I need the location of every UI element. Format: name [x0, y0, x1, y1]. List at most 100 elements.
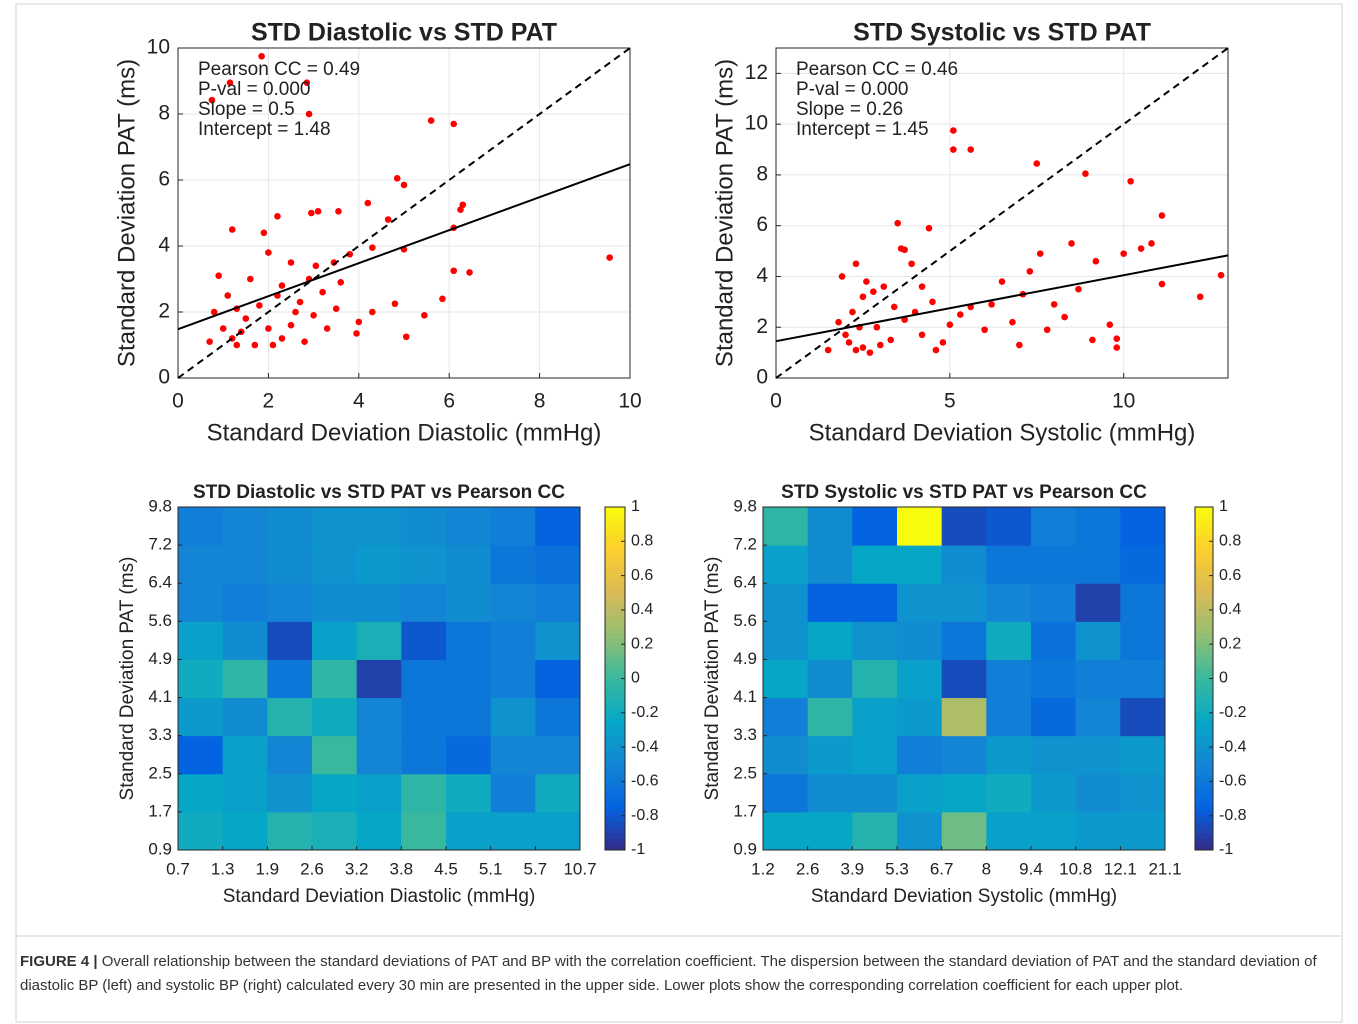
y-tick-label: 8 — [158, 102, 170, 125]
colorbar-band — [1195, 729, 1213, 737]
colorbar-band — [1195, 792, 1213, 800]
colorbar-band — [605, 764, 625, 771]
colorbar-tick-label: 0 — [631, 670, 640, 687]
heatmap-cell — [763, 659, 809, 699]
heatmap-cell — [941, 621, 987, 660]
data-point — [269, 341, 277, 349]
chart-title: STD Systolic vs STD PAT — [853, 19, 1151, 47]
heatmap-cell — [1031, 773, 1077, 813]
data-point — [859, 293, 867, 301]
data-point — [353, 330, 360, 337]
colorbar-band — [1195, 547, 1213, 554]
heatmap-cell — [267, 697, 313, 737]
colorbar-band — [605, 529, 625, 537]
heatmap-cell — [1031, 697, 1077, 737]
colorbar-band — [605, 684, 625, 691]
heatmap-cell — [852, 583, 898, 622]
annotation: Intercept = 1.45 — [796, 119, 929, 140]
y-tick-label: 4.9 — [148, 649, 172, 668]
colorbar-band — [605, 695, 625, 702]
heatmap-cell — [535, 621, 581, 660]
data-point — [932, 346, 940, 354]
heatmap-cell — [807, 545, 853, 584]
colorbar-band — [605, 821, 625, 828]
y-tick-label: 0 — [756, 366, 768, 389]
heatmap-cell — [267, 545, 313, 584]
data-point — [242, 315, 250, 322]
colorbar-band — [1195, 684, 1213, 691]
colorbar-band — [1195, 758, 1213, 765]
colorbar-band — [605, 672, 625, 679]
heatmap-cell — [312, 773, 358, 813]
heatmap-cell — [763, 545, 809, 584]
data-point — [918, 331, 926, 339]
colorbar-band — [1195, 609, 1213, 617]
data-point — [274, 213, 281, 220]
colorbar-band — [1195, 655, 1213, 662]
data-point — [1089, 336, 1096, 344]
colorbar-band — [605, 649, 625, 657]
heatmap-cell — [763, 697, 809, 737]
colorbar-band — [1195, 712, 1213, 720]
y-tick-label: 4.9 — [733, 649, 757, 668]
heatmap-cell — [986, 735, 1032, 775]
data-point — [439, 295, 446, 303]
data-point — [278, 335, 286, 342]
chart-title: STD Systolic vs STD PAT vs Pearson CC — [781, 482, 1147, 503]
y-tick-label: 2 — [158, 300, 170, 323]
data-point — [1158, 212, 1166, 219]
colorbar-tick-label: 0 — [1219, 670, 1228, 687]
colorbar-tick-label: -1 — [1219, 841, 1233, 858]
colorbar-tick-label: 0.6 — [631, 567, 653, 584]
colorbar-band — [1195, 781, 1213, 788]
data-point — [981, 326, 988, 334]
x-tick-label: 6.7 — [930, 859, 954, 878]
heatmap-cell — [941, 545, 987, 584]
colorbar-band — [1195, 638, 1213, 645]
heatmap-cell — [446, 735, 492, 775]
data-point — [887, 336, 895, 344]
heatmap-cell — [897, 697, 943, 737]
colorbar-band — [605, 809, 625, 817]
colorbar-band — [605, 798, 625, 805]
colorbar-tick-label: 0.8 — [1219, 533, 1241, 550]
heatmap-cell — [312, 697, 358, 737]
x-tick-label: 4.5 — [434, 859, 458, 878]
heatmap-cell — [807, 773, 853, 813]
y-tick-label: 9.8 — [148, 496, 172, 515]
colorbar-tick-label: 0.6 — [1219, 567, 1241, 584]
x-axis-label: Standard Deviation Systolic (mmHg) — [809, 419, 1196, 446]
colorbar-tick-label: 0.8 — [631, 533, 653, 550]
heatmap-cell — [897, 507, 943, 546]
data-point — [950, 127, 957, 134]
heatmap-cell — [267, 735, 313, 775]
y-tick-label: 2 — [756, 315, 768, 338]
data-point — [956, 311, 964, 318]
y-tick-label: 6 — [756, 213, 768, 236]
data-point — [228, 226, 236, 233]
y-tick-label: 0 — [158, 366, 170, 389]
y-tick-label: 6 — [158, 168, 170, 191]
colorbar-band — [605, 569, 625, 577]
heatmap-cell — [178, 735, 224, 775]
colorbar-band — [605, 832, 625, 840]
heatmap-cell — [490, 507, 536, 546]
colorbar-band — [605, 792, 625, 800]
x-tick-label: 3.8 — [390, 859, 414, 878]
heatmap-cell — [763, 621, 809, 660]
colorbar-tick-label: -0.4 — [631, 738, 659, 755]
colorbar-band — [605, 701, 625, 708]
heatmap-cell — [312, 659, 358, 699]
colorbar-band — [605, 655, 625, 662]
colorbar-band — [605, 781, 625, 788]
annotation: Pearson CC = 0.49 — [198, 59, 360, 80]
heatmap-cell — [446, 583, 492, 622]
x-tick-label: 0 — [770, 390, 782, 413]
colorbar-band — [1195, 798, 1213, 805]
y-tick-label: 3.3 — [733, 725, 757, 744]
colorbar-band — [605, 621, 625, 628]
x-tick-label: 8 — [982, 859, 991, 878]
y-axis-label: Standard Deviation PAT (ms) — [702, 557, 723, 801]
colorbar-band — [1195, 615, 1213, 622]
